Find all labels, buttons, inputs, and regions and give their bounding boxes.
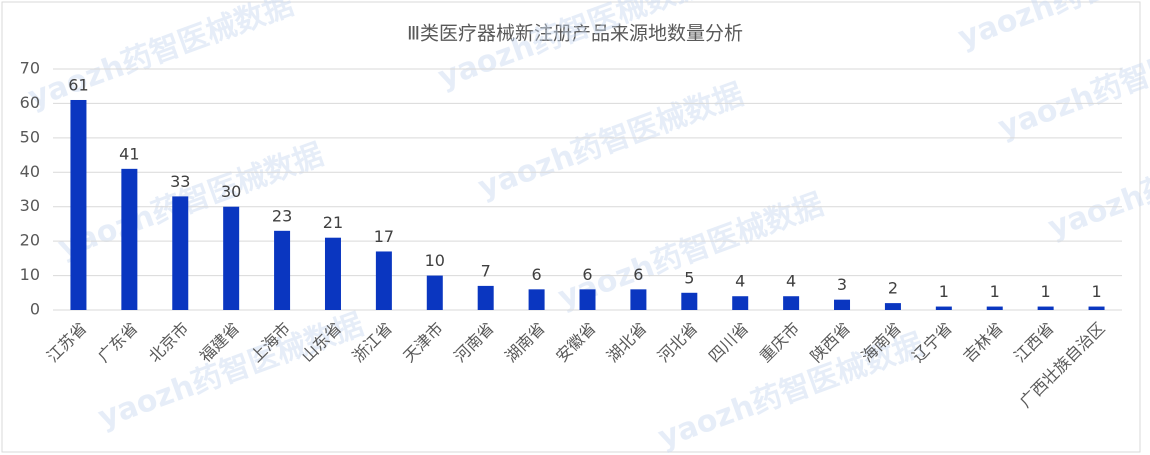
data-label: 3 xyxy=(837,275,847,294)
bar xyxy=(1088,306,1105,310)
y-tick-label: 30 xyxy=(20,196,40,215)
bar xyxy=(935,306,952,310)
bar xyxy=(884,303,901,310)
y-tick-label: 0 xyxy=(30,300,40,319)
data-label: 6 xyxy=(532,265,542,284)
bar xyxy=(630,289,647,310)
data-label: 5 xyxy=(684,268,694,287)
y-tick-label: 20 xyxy=(20,231,40,250)
bar xyxy=(121,168,138,310)
bar xyxy=(172,196,189,310)
data-label: 10 xyxy=(425,251,445,270)
data-label: 6 xyxy=(582,265,592,284)
bar xyxy=(477,285,494,310)
data-label: 1 xyxy=(1041,282,1051,301)
bar xyxy=(783,296,800,310)
bar xyxy=(732,296,749,310)
data-label: 1 xyxy=(1091,282,1101,301)
data-label: 2 xyxy=(888,279,898,298)
bar xyxy=(1037,306,1054,310)
y-tick-label: 40 xyxy=(20,162,40,181)
data-label: 1 xyxy=(990,282,1000,301)
bar xyxy=(324,237,341,310)
y-tick-label: 60 xyxy=(20,93,40,112)
data-label: 7 xyxy=(481,261,491,280)
data-label: 23 xyxy=(272,206,292,225)
bar xyxy=(986,306,1003,310)
bar xyxy=(579,289,596,310)
bar xyxy=(528,289,545,310)
bar xyxy=(375,251,392,310)
y-tick-label: 70 xyxy=(20,59,40,78)
data-label: 1 xyxy=(939,282,949,301)
bar xyxy=(274,230,291,310)
bar xyxy=(426,275,443,310)
data-label: 6 xyxy=(633,265,643,284)
data-label: 4 xyxy=(735,272,745,291)
data-label: 61 xyxy=(68,75,88,94)
bar xyxy=(834,299,851,310)
y-tick-label: 50 xyxy=(20,127,40,146)
data-label: 17 xyxy=(374,227,394,246)
data-label: 41 xyxy=(119,144,139,163)
bar xyxy=(223,206,240,310)
bar xyxy=(70,99,87,310)
data-label: 21 xyxy=(323,213,343,232)
data-label: 4 xyxy=(786,272,796,291)
data-label: 30 xyxy=(221,182,241,201)
y-tick-label: 10 xyxy=(20,265,40,284)
data-label: 33 xyxy=(170,172,190,191)
bar xyxy=(681,292,698,310)
chart-title: Ⅲ类医疗器械新注册产品来源地数量分析 xyxy=(407,23,743,45)
